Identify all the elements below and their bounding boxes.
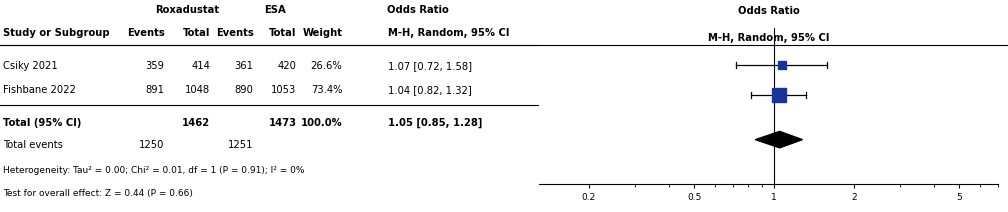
Text: ESA: ESA: [264, 4, 286, 15]
Text: 1053: 1053: [271, 85, 296, 95]
Text: 1048: 1048: [185, 85, 211, 95]
Polygon shape: [755, 131, 802, 148]
Text: Total: Total: [269, 28, 296, 38]
Text: 1.04 [0.82, 1.32]: 1.04 [0.82, 1.32]: [388, 85, 472, 95]
Text: 1462: 1462: [182, 118, 211, 128]
Text: Study or Subgroup: Study or Subgroup: [3, 28, 109, 38]
Text: 26.6%: 26.6%: [310, 61, 343, 71]
Text: Total: Total: [182, 28, 211, 38]
Text: 891: 891: [145, 85, 164, 95]
Text: 361: 361: [235, 61, 253, 71]
Text: Roxadustat: Roxadustat: [155, 4, 220, 15]
Text: 890: 890: [235, 85, 253, 95]
Text: Events: Events: [127, 28, 164, 38]
Text: 420: 420: [278, 61, 296, 71]
Text: M-H, Random, 95% CI: M-H, Random, 95% CI: [708, 33, 830, 43]
Text: 1250: 1250: [139, 140, 164, 150]
Text: 414: 414: [192, 61, 211, 71]
Text: 73.4%: 73.4%: [310, 85, 343, 95]
Text: Total (95% CI): Total (95% CI): [3, 118, 81, 128]
Text: Events: Events: [216, 28, 253, 38]
Text: Odds Ratio: Odds Ratio: [387, 4, 449, 15]
Text: 359: 359: [145, 61, 164, 71]
Text: Weight: Weight: [302, 28, 343, 38]
Text: 1473: 1473: [268, 118, 296, 128]
Text: 100.0%: 100.0%: [300, 118, 343, 128]
Text: Test for overall effect: Z = 0.44 (P = 0.66): Test for overall effect: Z = 0.44 (P = 0…: [3, 190, 193, 198]
Text: 1251: 1251: [228, 140, 253, 150]
Text: 1.05 [0.85, 1.28]: 1.05 [0.85, 1.28]: [388, 118, 483, 128]
Text: Fishbane 2022: Fishbane 2022: [3, 85, 76, 95]
Text: Heterogeneity: Tau² = 0.00; Chi² = 0.01, df = 1 (P = 0.91); I² = 0%: Heterogeneity: Tau² = 0.00; Chi² = 0.01,…: [3, 166, 304, 175]
Text: Odds Ratio: Odds Ratio: [738, 6, 799, 16]
Text: 1.07 [0.72, 1.58]: 1.07 [0.72, 1.58]: [388, 61, 473, 71]
Text: Csiky 2021: Csiky 2021: [3, 61, 57, 71]
Text: M-H, Random, 95% CI: M-H, Random, 95% CI: [388, 28, 510, 38]
Text: Total events: Total events: [3, 140, 62, 150]
